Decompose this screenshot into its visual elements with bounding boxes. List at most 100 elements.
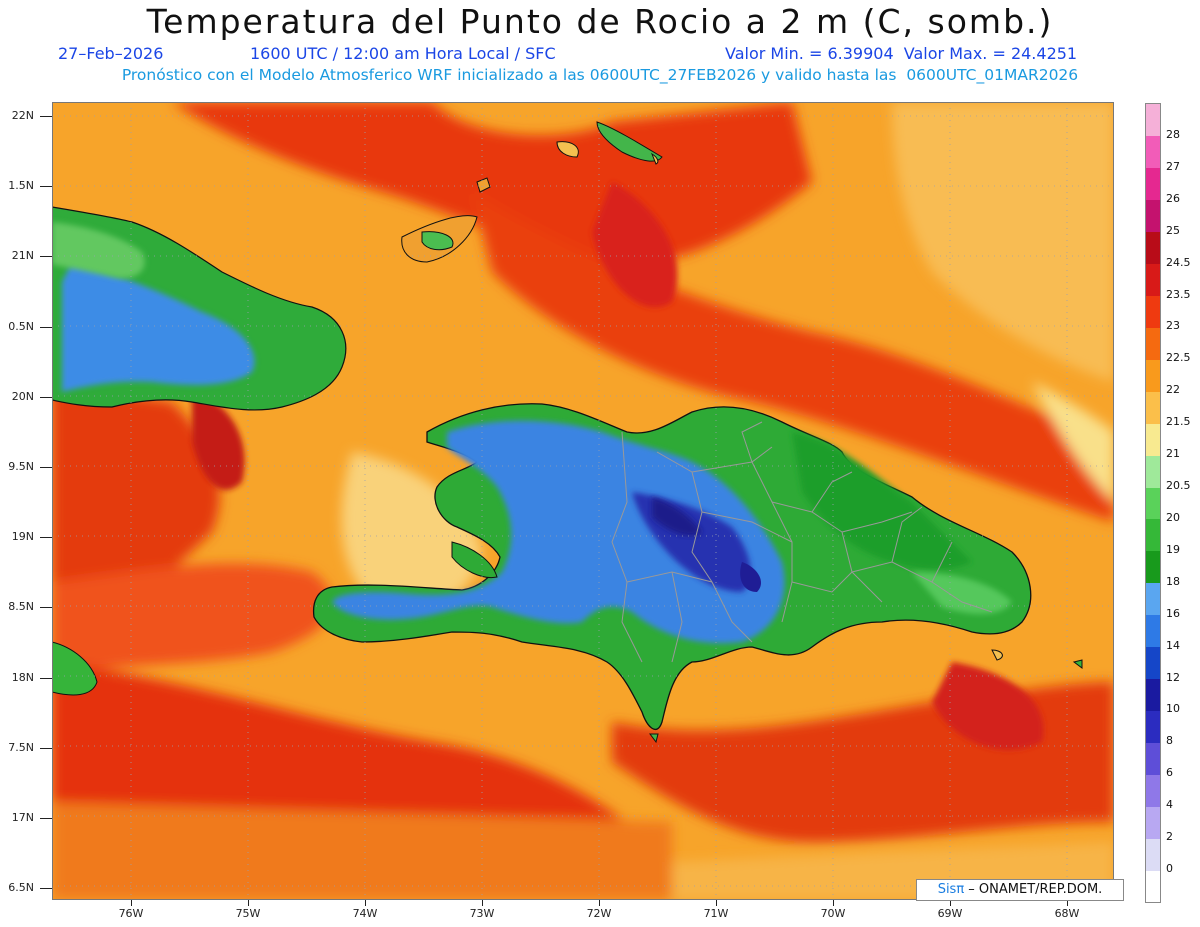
lat-label: 17N <box>11 811 34 824</box>
legend-level-label: 14 <box>1166 638 1180 652</box>
legend-swatch <box>1146 487 1160 520</box>
lat-label: 0.5N <box>8 319 34 333</box>
credit-box: Sisπ – ONAMET/REP.DOM. <box>916 879 1124 901</box>
bahamas-islands <box>401 121 663 263</box>
lat-label: 18N <box>11 670 34 684</box>
legend-level-label: 22.5 <box>1166 351 1191 365</box>
legend-level-label: 2 <box>1166 830 1173 844</box>
lon-tick <box>599 900 600 906</box>
valid-time-line: 27–Feb–2026 1600 UTC / 12:00 am Hora Loc… <box>0 44 1200 64</box>
legend-swatch <box>1146 550 1160 584</box>
beata-island <box>649 733 659 744</box>
lon-tick <box>833 900 834 906</box>
lon-label: 75W <box>235 907 261 920</box>
legend-swatch <box>1146 614 1160 648</box>
legend-swatch <box>1146 263 1160 296</box>
lon-label: 69W <box>937 907 963 920</box>
gonave-island <box>451 541 498 579</box>
lon-tick <box>248 900 249 906</box>
lat-tick <box>40 607 52 609</box>
cuba-landmass <box>52 206 347 411</box>
lat-label: 8.5N <box>8 600 34 614</box>
legend-level-label: 23.5 <box>1166 287 1191 301</box>
lon-tick <box>1067 900 1068 906</box>
lat-label: 20N <box>11 389 34 403</box>
lon-tick <box>365 900 366 906</box>
legend-level-label: 26 <box>1166 191 1180 205</box>
legend-level-label: 27 <box>1166 159 1180 173</box>
lat-tick <box>40 256 52 258</box>
lat-tick <box>40 186 52 188</box>
legend-level-label: 21 <box>1166 447 1180 461</box>
legend-level-label: 23 <box>1166 319 1180 333</box>
lat-label: 7.5N <box>8 740 34 754</box>
lat-tick <box>40 537 52 539</box>
legend-level-label: 4 <box>1166 798 1173 812</box>
ocean-dewpoint-detail <box>192 182 1044 750</box>
legend-swatch <box>1146 423 1160 456</box>
legend-swatch <box>1146 455 1160 488</box>
legend-swatch <box>1146 742 1160 775</box>
forecast-time: 1600 UTC / 12:00 am Hora Local / SFC <box>250 44 556 63</box>
lat-tick <box>40 116 52 117</box>
legend-level-label: 19 <box>1166 542 1180 556</box>
legend-swatch <box>1146 646 1160 680</box>
legend-swatch <box>1146 774 1160 807</box>
legend-swatch <box>1146 678 1160 711</box>
lat-tick <box>40 326 52 328</box>
legend-level-label: 12 <box>1166 670 1180 684</box>
lat-label: 22N <box>11 109 34 122</box>
legend-level-label: 22 <box>1166 383 1180 397</box>
lon-label: 70W <box>820 907 846 920</box>
legend-level-label: 6 <box>1166 766 1173 780</box>
lon-label: 76W <box>118 907 144 920</box>
legend-level-label: 25 <box>1166 223 1180 237</box>
jamaica-landmass <box>52 641 98 696</box>
lon-label: 72W <box>586 907 612 920</box>
lat-tick <box>40 467 52 468</box>
legend-level-label: 28 <box>1166 127 1180 141</box>
forecast-date: 27–Feb–2026 <box>58 44 164 63</box>
legend-swatch <box>1146 135 1160 169</box>
lat-label: 6.5N <box>8 881 34 895</box>
legend-swatch <box>1146 327 1160 360</box>
legend-level-label: 10 <box>1166 702 1180 716</box>
legend-swatch <box>1146 231 1160 265</box>
graticule <box>52 102 1114 900</box>
lon-label: 71W <box>703 907 729 920</box>
legend-swatch <box>1146 870 1160 903</box>
legend-swatch <box>1146 838 1160 871</box>
legend-level-label: 20 <box>1166 510 1180 524</box>
legend-swatch <box>1146 359 1160 392</box>
lat-label: 1.5N <box>8 179 34 193</box>
sis-logo: Sisπ <box>937 882 965 897</box>
legend-swatch <box>1146 582 1160 616</box>
min-max-values: Valor Min. = 6.39904 Valor Max. = 24.425… <box>725 44 1078 63</box>
legend-level-label: 16 <box>1166 606 1180 620</box>
legend-swatch <box>1146 518 1160 552</box>
legend-swatch <box>1146 710 1160 743</box>
lon-tick <box>716 900 717 906</box>
legend-level-label: 18 <box>1166 574 1180 588</box>
legend-level-label: 21.5 <box>1166 415 1191 429</box>
lat-tick <box>40 396 52 398</box>
lon-tick <box>950 900 951 906</box>
legend-level-label: 20.5 <box>1166 479 1191 493</box>
lon-label: 74W <box>352 907 378 920</box>
dewpoint-map <box>52 102 1114 900</box>
legend-swatch <box>1146 806 1160 839</box>
hispaniola-landmass <box>312 403 1032 731</box>
model-info: Pronóstico con el Modelo Atmosferico WRF… <box>121 66 1079 84</box>
credit-text: – ONAMET/REP.DOM. <box>964 882 1103 897</box>
color-legend <box>1145 103 1161 903</box>
legend-swatch <box>1146 167 1160 201</box>
saona-island <box>991 649 1003 661</box>
lon-label: 68W <box>1054 907 1080 920</box>
legend-level-label: 0 <box>1166 862 1173 876</box>
lon-tick <box>482 900 483 906</box>
legend-swatch <box>1146 104 1160 137</box>
lat-label: 21N <box>11 249 34 263</box>
lat-label: 19N <box>11 530 34 544</box>
legend-swatch <box>1146 199 1160 233</box>
legend-swatch <box>1146 391 1160 424</box>
